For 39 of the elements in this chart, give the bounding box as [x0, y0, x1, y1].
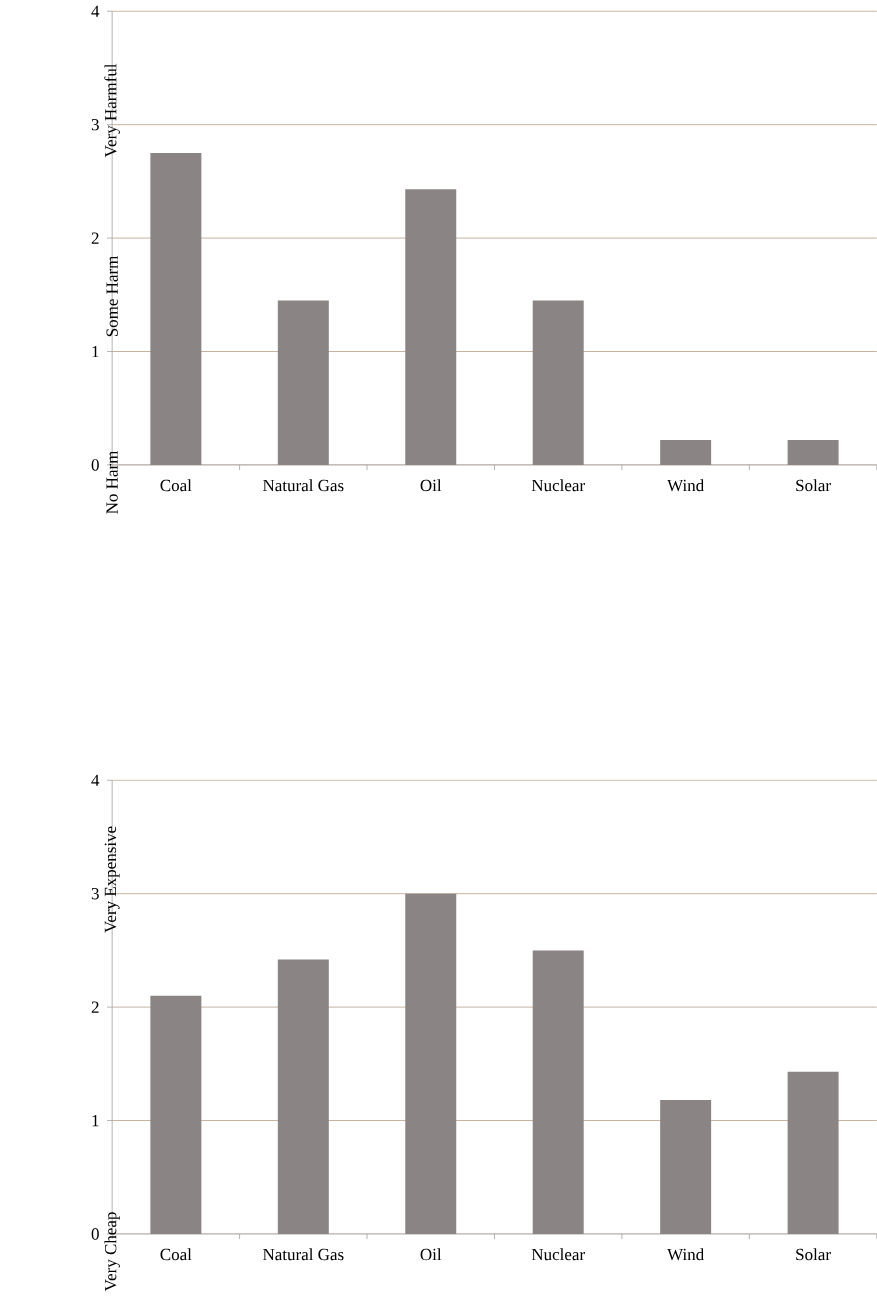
y-tick-label: 1 — [92, 1114, 99, 1127]
x-tick-label: Coal — [160, 1248, 192, 1261]
x-tick-label: Solar — [796, 1248, 831, 1261]
annotation: Very Cheap — [104, 1212, 120, 1292]
bar — [660, 1100, 712, 1234]
y-tick-label: 4 — [91, 5, 100, 17]
y-tick-label: 2 — [91, 232, 99, 244]
annotation: No Harm — [106, 450, 118, 514]
y-tick-label: 0 — [91, 1228, 99, 1240]
x-tick-label: Natural Gas — [262, 479, 344, 492]
x-tick-label: Wind — [667, 1248, 704, 1261]
x-tick-label: Oil — [420, 1248, 442, 1261]
y-tick-label: 2 — [91, 1001, 99, 1013]
bar — [787, 439, 839, 465]
x-tick-label: Oil — [420, 479, 442, 492]
x-tick-label: Natural Gas — [262, 1248, 344, 1261]
y-tick-label: 3 — [91, 887, 99, 900]
y-tick-label: 1 — [92, 345, 99, 358]
bar — [405, 893, 457, 1234]
x-tick-label: Wind — [667, 479, 704, 492]
bar — [277, 300, 329, 465]
bar — [405, 189, 457, 465]
y-tick-label: 3 — [91, 118, 99, 131]
annotation: Very Harmful — [104, 63, 120, 158]
x-tick-label: Nuclear — [531, 1248, 585, 1261]
bar — [150, 153, 202, 465]
x-tick-label: Solar — [796, 479, 831, 492]
bar — [150, 995, 202, 1234]
bar — [787, 1071, 839, 1234]
annotation: Some Harm — [106, 255, 118, 337]
x-tick-label: Coal — [160, 479, 192, 492]
annotation: Very Expensive — [104, 826, 120, 933]
y-tick-label: 4 — [91, 774, 100, 786]
bar — [660, 439, 712, 465]
bar — [532, 950, 584, 1234]
bar — [277, 959, 329, 1234]
bar — [532, 300, 584, 465]
y-tick-label: 0 — [91, 459, 99, 471]
x-tick-label: Nuclear — [531, 479, 585, 492]
